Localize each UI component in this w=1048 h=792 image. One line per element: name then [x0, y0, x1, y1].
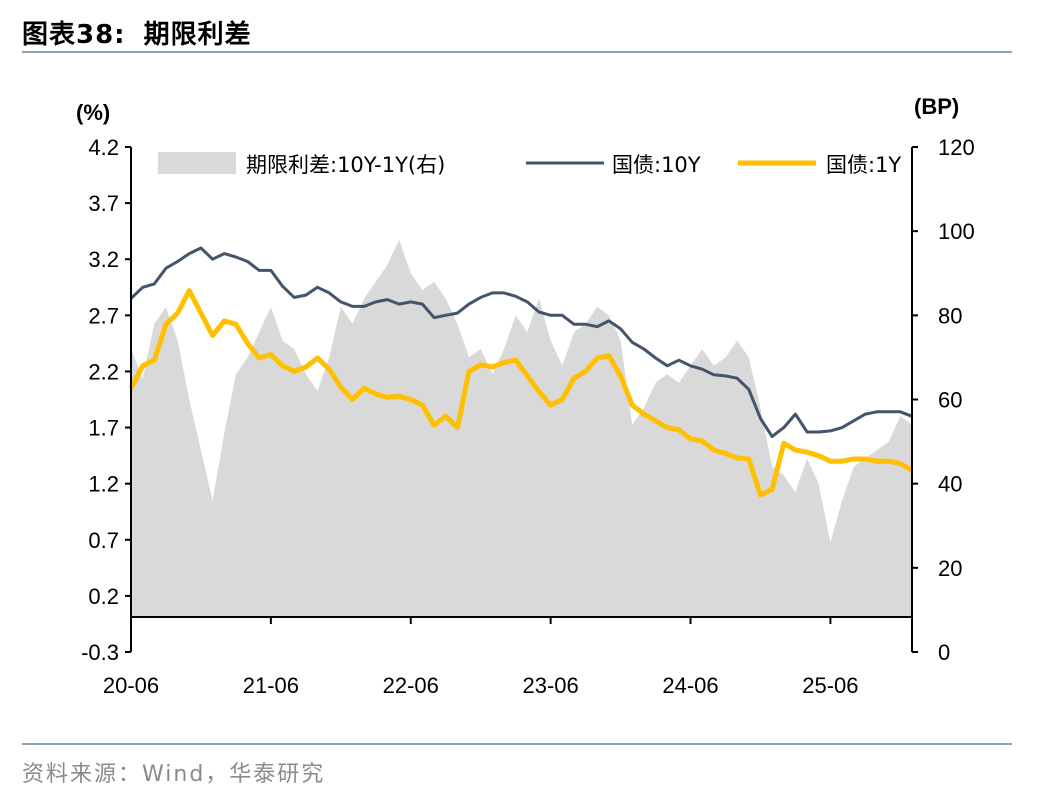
x-tick-label: 23-06 — [523, 673, 579, 698]
bottom-rule — [22, 743, 1012, 745]
left-unit-label: (%) — [76, 100, 110, 125]
left-tick-label: 3.7 — [88, 191, 119, 216]
left-tick-label: -0.3 — [81, 640, 119, 665]
ticks-layer: 4.2 3.7 3.2 2.7 2.2 1.7 1.2 0.7 0.2 -0.3 120 100 80 6… — [81, 135, 975, 698]
left-tick-label: 1.7 — [88, 416, 119, 441]
right-unit-label: (BP) — [914, 94, 959, 119]
legend-label-1y: 国债:1Y — [826, 153, 901, 177]
x-tick-label: 21-06 — [243, 673, 299, 698]
right-tick-label: 100 — [938, 219, 975, 244]
right-tick-label: 80 — [938, 303, 962, 328]
x-tick-label: 20-06 — [103, 673, 159, 698]
right-tick-label: 120 — [938, 135, 975, 160]
left-tick-label: 3.2 — [88, 247, 119, 272]
legend: 期限利差:10Y-1Y(右) 国债:10Y 国债:1Y — [158, 152, 901, 177]
top-rule — [22, 51, 1012, 53]
x-tick-label: 24-06 — [662, 673, 718, 698]
left-tick-label: 1.2 — [88, 472, 119, 497]
spread-area — [131, 239, 912, 617]
line-layer — [128, 246, 914, 498]
x-tick-label: 25-06 — [802, 673, 858, 698]
figure-label: 图表38: — [22, 20, 126, 50]
left-tick-label: 2.7 — [88, 303, 119, 328]
left-tick-label: 4.2 — [88, 135, 119, 160]
cgb-1y-line — [128, 288, 914, 498]
left-tick-label: 0.2 — [88, 584, 119, 609]
legend-label-10y: 国债:10Y — [612, 153, 701, 177]
x-tick-label: 22-06 — [383, 673, 439, 698]
right-tick-label: 60 — [938, 388, 962, 413]
cgb-10y-line — [129, 246, 913, 438]
source-note: 资料来源：Wind，华泰研究 — [22, 762, 326, 787]
legend-swatch-spread — [158, 152, 236, 174]
figure-title-text: 期限利差 — [143, 20, 252, 50]
legend-label-spread: 期限利差:10Y-1Y(右) — [246, 153, 445, 177]
left-tick-label: 0.7 — [88, 528, 119, 553]
right-tick-label: 0 — [938, 640, 950, 665]
figure-title: 图表38: 期限利差 — [22, 14, 252, 51]
right-tick-label: 40 — [938, 472, 962, 497]
area-layer — [131, 239, 912, 617]
left-tick-label: 2.2 — [88, 359, 119, 384]
right-tick-label: 20 — [938, 556, 962, 581]
